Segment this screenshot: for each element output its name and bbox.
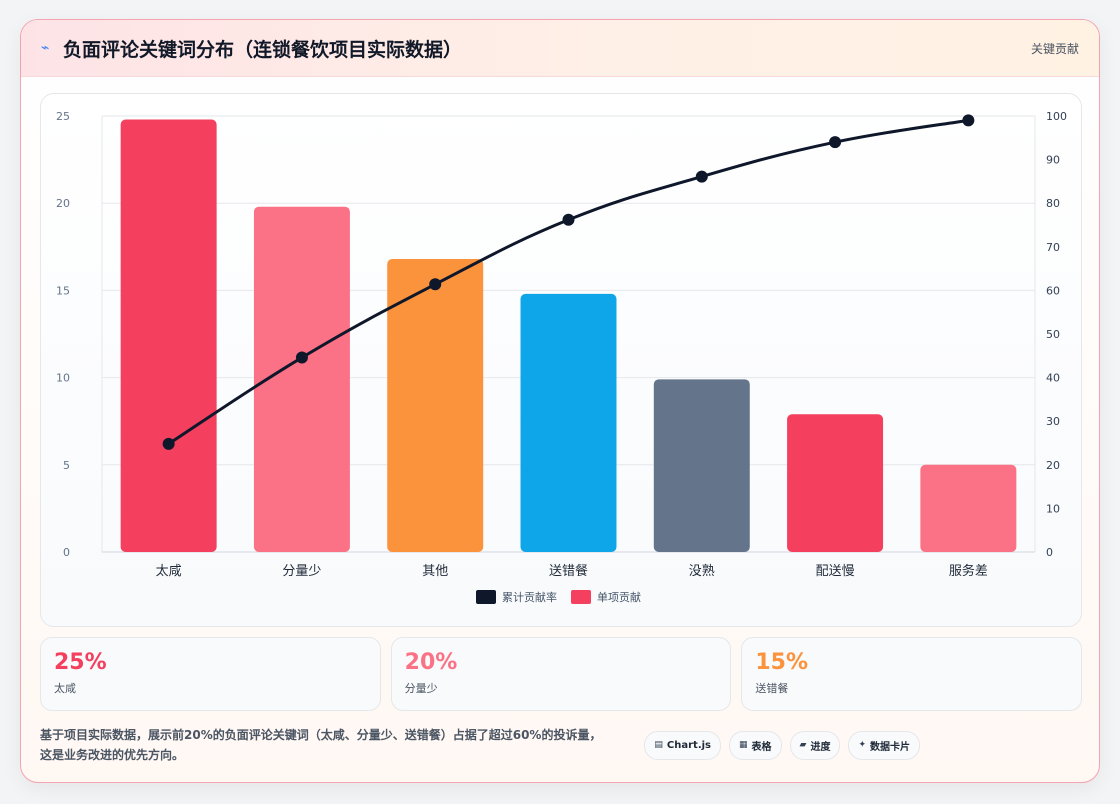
chart-card: ⌁ 负面评论关键词分布（连锁餐饮项目实际数据） 关键贡献 0 5 10 15 20 25 0… (20, 19, 1100, 783)
stat-cards: 25% 太咸 20% 分量少 15% 送错餐 (40, 637, 1083, 711)
bar-送错餐 (520, 293, 617, 552)
y-right-tick-label: 90 (1046, 154, 1060, 167)
bar-分量少 (253, 206, 350, 553)
page-title: 负面评论关键词分布（连锁餐饮项目实际数据） (63, 38, 463, 61)
legend-label-bar: 单项贡献 (597, 590, 641, 604)
chip-progress[interactable]: ▰ 进度 (789, 730, 841, 760)
chip-label: 数据卡片 (870, 741, 910, 753)
footer-text: 基于项目实际数据，展示前20%的负面评论关键词（太咸、分量少、送错餐）占据了超过… (40, 728, 602, 762)
stat-value: 20% (404, 650, 458, 675)
chart-icon: ▤ (654, 740, 663, 750)
y-left-tick-label: 25 (56, 110, 70, 123)
cumulative-point-服务差 (962, 114, 975, 127)
chip-data-cards[interactable]: ✦ 数据卡片 (848, 730, 920, 760)
stat-card: 15% 送错餐 (741, 637, 1083, 711)
y-right-tick-label: 70 (1046, 241, 1060, 254)
chip-label: 表格 (751, 741, 772, 753)
y-right-tick-label: 10 (1046, 502, 1060, 515)
stat-label: 送错餐 (755, 682, 789, 695)
chip-chartjs[interactable]: ▤ Chart.js (644, 730, 722, 760)
bar-服务差 (920, 464, 1017, 552)
card-header: ⌁ 负面评论关键词分布（连锁餐饮项目实际数据） 关键贡献 (21, 20, 1099, 77)
legend-label-cumulative: 累计贡献率 (502, 590, 557, 604)
x-tick-label: 太咸 (156, 564, 182, 579)
cumulative-point-其他 (429, 278, 442, 291)
y-right-tick-label: 100 (1046, 110, 1067, 123)
x-tick-label: 没熟 (689, 563, 715, 579)
sparkle-icon: ✦ (858, 740, 866, 750)
x-tick-label: 分量少 (282, 564, 321, 579)
x-tick-label: 服务差 (949, 563, 988, 579)
y-right-tick-label: 50 (1046, 328, 1060, 341)
y-right-tick-label: 0 (1046, 546, 1053, 559)
y-right-tick-label: 30 (1046, 415, 1060, 428)
stat-label: 分量少 (404, 682, 438, 695)
stat-value: 25% (54, 650, 107, 675)
x-tick-label: 其他 (422, 564, 448, 579)
footer: 基于项目实际数据，展示前20%的负面评论关键词（太咸、分量少、送错餐）占据了超过… (40, 720, 1082, 770)
stat-card: 20% 分量少 (390, 637, 732, 711)
chip-table[interactable]: ▦ 表格 (729, 730, 782, 760)
stat-value: 15% (755, 650, 809, 675)
x-tick-label: 配送慢 (816, 563, 855, 579)
legend-swatch-bar (571, 590, 591, 604)
table-icon: ▦ (739, 740, 748, 750)
y-right-tick-label: 40 (1046, 372, 1060, 385)
cumulative-point-太咸 (162, 437, 175, 450)
cumulative-point-配送慢 (829, 136, 842, 149)
progress-icon: ▰ (799, 740, 807, 750)
chip-label: 进度 (810, 741, 831, 753)
x-tick-label: 送错餐 (549, 563, 588, 579)
stat-card: 25% 太咸 (40, 637, 381, 711)
y-left-tick-label: 5 (63, 459, 70, 472)
chart-panel: 0 5 10 15 20 25 0 10 20 30 40 50 60 70 80 90 100 太咸 分量少 其他 送… (40, 93, 1082, 627)
pareto-chart: 0 5 10 15 20 25 0 10 20 30 40 50 60 70 80 90 100 太咸 分量少 其他 送… (56, 110, 1067, 604)
bar-太咸 (120, 119, 217, 552)
bar-其他 (387, 259, 484, 552)
y-left-tick-label: 10 (56, 372, 70, 385)
cumulative-point-分量少 (295, 351, 308, 364)
y-right-tick-label: 60 (1046, 284, 1060, 297)
cumulative-point-送错餐 (562, 213, 575, 226)
legend-swatch-cumulative (476, 590, 496, 604)
bar-配送慢 (787, 414, 884, 552)
bar-没熟 (653, 379, 750, 552)
chip-label: Chart.js (666, 739, 712, 751)
y-left-tick-label: 15 (56, 284, 70, 297)
y-right-tick-label: 80 (1046, 197, 1060, 210)
title-wrap: ⌁ 负面评论关键词分布（连锁餐饮项目实际数据） (41, 35, 462, 62)
tech-chips: ▤ Chart.js ▦ 表格 ▰ 进度 ✦ 数据卡片 (644, 730, 920, 760)
cumulative-point-没熟 (695, 170, 708, 183)
y-left-tick-label: 0 (63, 546, 70, 559)
stat-label: 太咸 (54, 682, 76, 695)
pulse-icon: ⌁ (41, 40, 50, 56)
y-right-tick-label: 20 (1046, 459, 1060, 472)
header-tag: 关键贡献 (1030, 41, 1079, 56)
y-left-tick-label: 20 (56, 197, 70, 210)
